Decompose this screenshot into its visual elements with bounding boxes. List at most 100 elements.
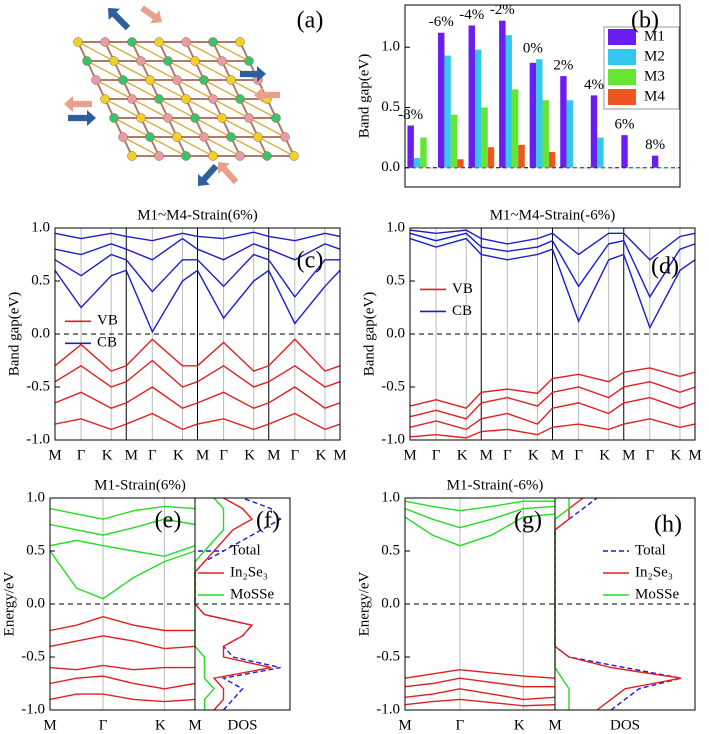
bond xyxy=(212,98,250,119)
legend-label: CB xyxy=(97,335,117,351)
bar xyxy=(597,137,604,168)
atom xyxy=(199,132,209,142)
x-tick-label: M xyxy=(480,447,493,463)
y-axis-label: Band gap(eV) xyxy=(356,54,372,139)
legend-swatch xyxy=(608,29,636,45)
band-line xyxy=(54,338,341,372)
atom xyxy=(136,56,146,66)
x-tick-label: Γ xyxy=(148,447,157,463)
bond xyxy=(203,136,241,157)
bar xyxy=(468,25,475,168)
strain-arrow xyxy=(68,110,96,126)
chart-title: M1~M4-Strain(6%) xyxy=(137,207,258,223)
band-line xyxy=(404,505,556,529)
band-line xyxy=(49,518,196,536)
legend-label: Total xyxy=(635,542,666,558)
bond xyxy=(185,98,223,119)
x-tick-label: K xyxy=(244,447,255,463)
bar xyxy=(542,100,549,168)
chart-title: M1-Strain(6%) xyxy=(94,477,186,493)
bar xyxy=(603,167,611,169)
x-tick-label: K xyxy=(599,447,610,463)
bar xyxy=(450,114,458,168)
bond xyxy=(113,117,151,138)
x-tick-label: Γ xyxy=(645,447,654,463)
atom xyxy=(208,37,218,47)
atom xyxy=(253,132,263,142)
x-tick-label: Γ xyxy=(77,447,86,463)
x-tick-label: M xyxy=(196,447,209,463)
y-axis-label: Energy/eV xyxy=(356,571,372,636)
y-tick-label: -1.0 xyxy=(376,701,400,717)
y-tick-label: 0.0 xyxy=(386,325,405,341)
bar xyxy=(426,167,434,169)
bond xyxy=(167,60,205,81)
y-tick-label: -0.5 xyxy=(381,378,405,394)
x-tick-label: M xyxy=(333,447,346,463)
y-tick-label: -1.0 xyxy=(21,701,45,717)
legend-label: In₂Se₃ xyxy=(635,564,673,580)
legend-label: MoSSe xyxy=(230,586,275,602)
x-tick-label: M xyxy=(48,447,61,463)
bar xyxy=(481,107,488,168)
y-tick-label: -0.5 xyxy=(21,648,45,664)
atom xyxy=(289,151,299,161)
atom xyxy=(172,75,182,85)
x-tick-label: M xyxy=(43,717,56,733)
x-tick-label: M xyxy=(267,447,280,463)
category-label: 4% xyxy=(584,77,604,93)
atom xyxy=(181,37,191,47)
strain-arrow xyxy=(218,162,239,185)
atom xyxy=(226,132,236,142)
x-tick-label: K xyxy=(457,447,468,463)
bond xyxy=(239,98,277,119)
band-line xyxy=(409,232,696,299)
band-line xyxy=(404,677,555,688)
bar xyxy=(487,147,495,168)
bar xyxy=(548,152,556,168)
y-tick-label: 1.0 xyxy=(381,489,400,505)
band-line xyxy=(49,539,196,558)
bar xyxy=(529,62,537,168)
y-tick-label: 0.0 xyxy=(26,595,45,611)
y-tick-label: 0.5 xyxy=(381,542,400,558)
bond xyxy=(140,117,178,138)
bar xyxy=(590,95,598,168)
atom xyxy=(181,151,191,161)
band-line xyxy=(54,237,341,261)
x-tick-label: K xyxy=(671,447,682,463)
x-tick-label: M xyxy=(125,447,138,463)
chart-title: M1~M4-Strain(-6%) xyxy=(490,207,616,223)
strain-arrow xyxy=(64,96,92,112)
bond xyxy=(95,79,133,100)
bond xyxy=(86,60,124,81)
legend-label: MoSSe xyxy=(635,586,680,602)
band-line xyxy=(404,698,556,707)
x-tick-label: M xyxy=(188,717,201,733)
y-tick-label: -0.5 xyxy=(376,648,400,664)
x-tick-label: M xyxy=(622,447,635,463)
band-line xyxy=(49,505,196,520)
atom xyxy=(244,56,254,66)
bond xyxy=(176,136,214,157)
atom xyxy=(127,37,137,47)
atom xyxy=(208,151,218,161)
atom xyxy=(172,132,182,142)
atom xyxy=(109,56,119,66)
chart-title: M1-Strain(-6%) xyxy=(447,477,544,493)
bond xyxy=(149,136,187,157)
atom xyxy=(208,94,218,104)
bar xyxy=(579,167,586,169)
band-line xyxy=(49,615,195,632)
atom xyxy=(127,151,137,161)
panel-label: (b) xyxy=(631,8,659,34)
atom xyxy=(154,37,164,47)
y-tick-label: 1.0 xyxy=(31,219,50,235)
band-line xyxy=(49,635,196,650)
bar xyxy=(536,59,543,168)
bond xyxy=(149,79,187,100)
legend-label: M3 xyxy=(644,68,665,84)
dos-line xyxy=(194,497,225,710)
atom xyxy=(127,94,137,104)
